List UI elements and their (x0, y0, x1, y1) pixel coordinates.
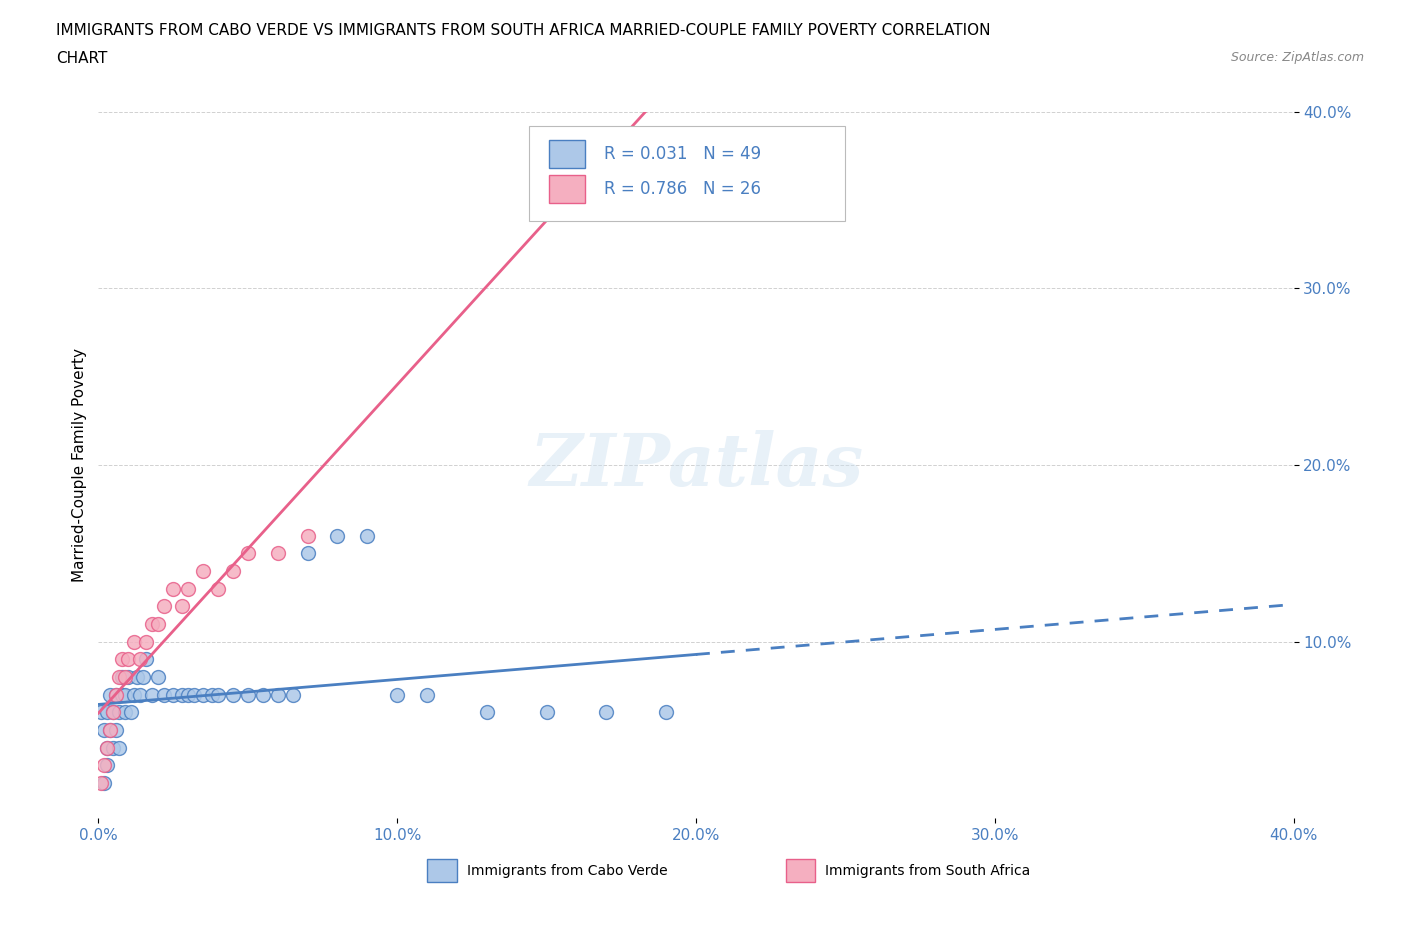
Point (129, 687, 152, 702)
Point (114, 705, 136, 720)
Point (326, 528, 349, 543)
Point (297, 528, 319, 543)
Point (132, 670, 155, 684)
Point (162, 687, 184, 702)
FancyBboxPatch shape (786, 859, 815, 882)
Y-axis label: Married-Couple Family Poverty: Married-Couple Family Poverty (72, 348, 87, 582)
Point (90, 776, 112, 790)
Point (536, 705, 558, 720)
Point (103, 740, 125, 755)
Point (114, 687, 136, 702)
Point (207, 687, 229, 702)
Point (148, 670, 170, 684)
Point (162, 581, 184, 596)
Point (172, 599, 194, 614)
Point (595, 705, 617, 720)
Point (108, 705, 131, 720)
Point (111, 652, 134, 667)
Point (475, 705, 498, 720)
Point (356, 528, 378, 543)
Point (93, 758, 115, 773)
FancyBboxPatch shape (529, 126, 845, 221)
Point (96, 740, 118, 755)
Point (135, 652, 157, 667)
Point (114, 670, 136, 684)
Point (267, 546, 290, 561)
Point (105, 687, 128, 702)
Text: CHART: CHART (56, 51, 108, 66)
Point (252, 687, 274, 702)
Point (103, 705, 125, 720)
Point (183, 687, 205, 702)
Point (108, 740, 131, 755)
Point (416, 687, 439, 702)
Text: R = 0.786   N = 26: R = 0.786 N = 26 (605, 180, 761, 198)
Point (117, 670, 139, 684)
Point (297, 546, 319, 561)
Point (96, 758, 118, 773)
Text: R = 0.031   N = 49: R = 0.031 N = 49 (605, 145, 761, 163)
Point (655, 705, 678, 720)
Point (117, 652, 139, 667)
Text: Immigrants from South Africa: Immigrants from South Africa (825, 864, 1031, 878)
Point (96, 740, 118, 755)
Point (108, 670, 131, 684)
Text: ZIPatlas: ZIPatlas (529, 430, 863, 500)
Point (201, 687, 224, 702)
Point (129, 652, 152, 667)
Point (153, 599, 176, 614)
Point (111, 687, 134, 702)
Point (96, 705, 118, 720)
Point (98, 723, 122, 737)
Point (124, 687, 146, 702)
Point (124, 634, 146, 649)
Point (111, 670, 134, 684)
Point (127, 670, 149, 684)
Point (153, 687, 176, 702)
FancyBboxPatch shape (548, 140, 585, 168)
Point (191, 687, 214, 702)
Point (281, 687, 304, 702)
Point (135, 634, 157, 649)
Point (120, 705, 142, 720)
Point (105, 723, 128, 737)
Point (236, 687, 259, 702)
Point (93, 723, 115, 737)
Point (103, 705, 125, 720)
Point (565, 175, 588, 190)
Text: IMMIGRANTS FROM CABO VERDE VS IMMIGRANTS FROM SOUTH AFRICA MARRIED-COUPLE FAMILY: IMMIGRANTS FROM CABO VERDE VS IMMIGRANTS… (56, 23, 991, 38)
Point (191, 564, 214, 578)
Point (207, 581, 229, 596)
Point (141, 617, 163, 631)
Point (177, 687, 200, 702)
Point (98, 723, 122, 737)
Point (105, 687, 128, 702)
Point (222, 687, 245, 702)
Point (90, 705, 112, 720)
Point (93, 776, 115, 790)
Point (172, 687, 194, 702)
Point (222, 564, 245, 578)
FancyBboxPatch shape (427, 859, 457, 882)
Point (236, 546, 259, 561)
Point (141, 687, 163, 702)
Text: Source: ZipAtlas.com: Source: ZipAtlas.com (1230, 51, 1364, 64)
FancyBboxPatch shape (548, 175, 585, 204)
Point (177, 581, 200, 596)
Point (98, 687, 122, 702)
Point (148, 617, 170, 631)
Point (267, 687, 290, 702)
Point (385, 687, 409, 702)
Text: Immigrants from Cabo Verde: Immigrants from Cabo Verde (467, 864, 666, 878)
